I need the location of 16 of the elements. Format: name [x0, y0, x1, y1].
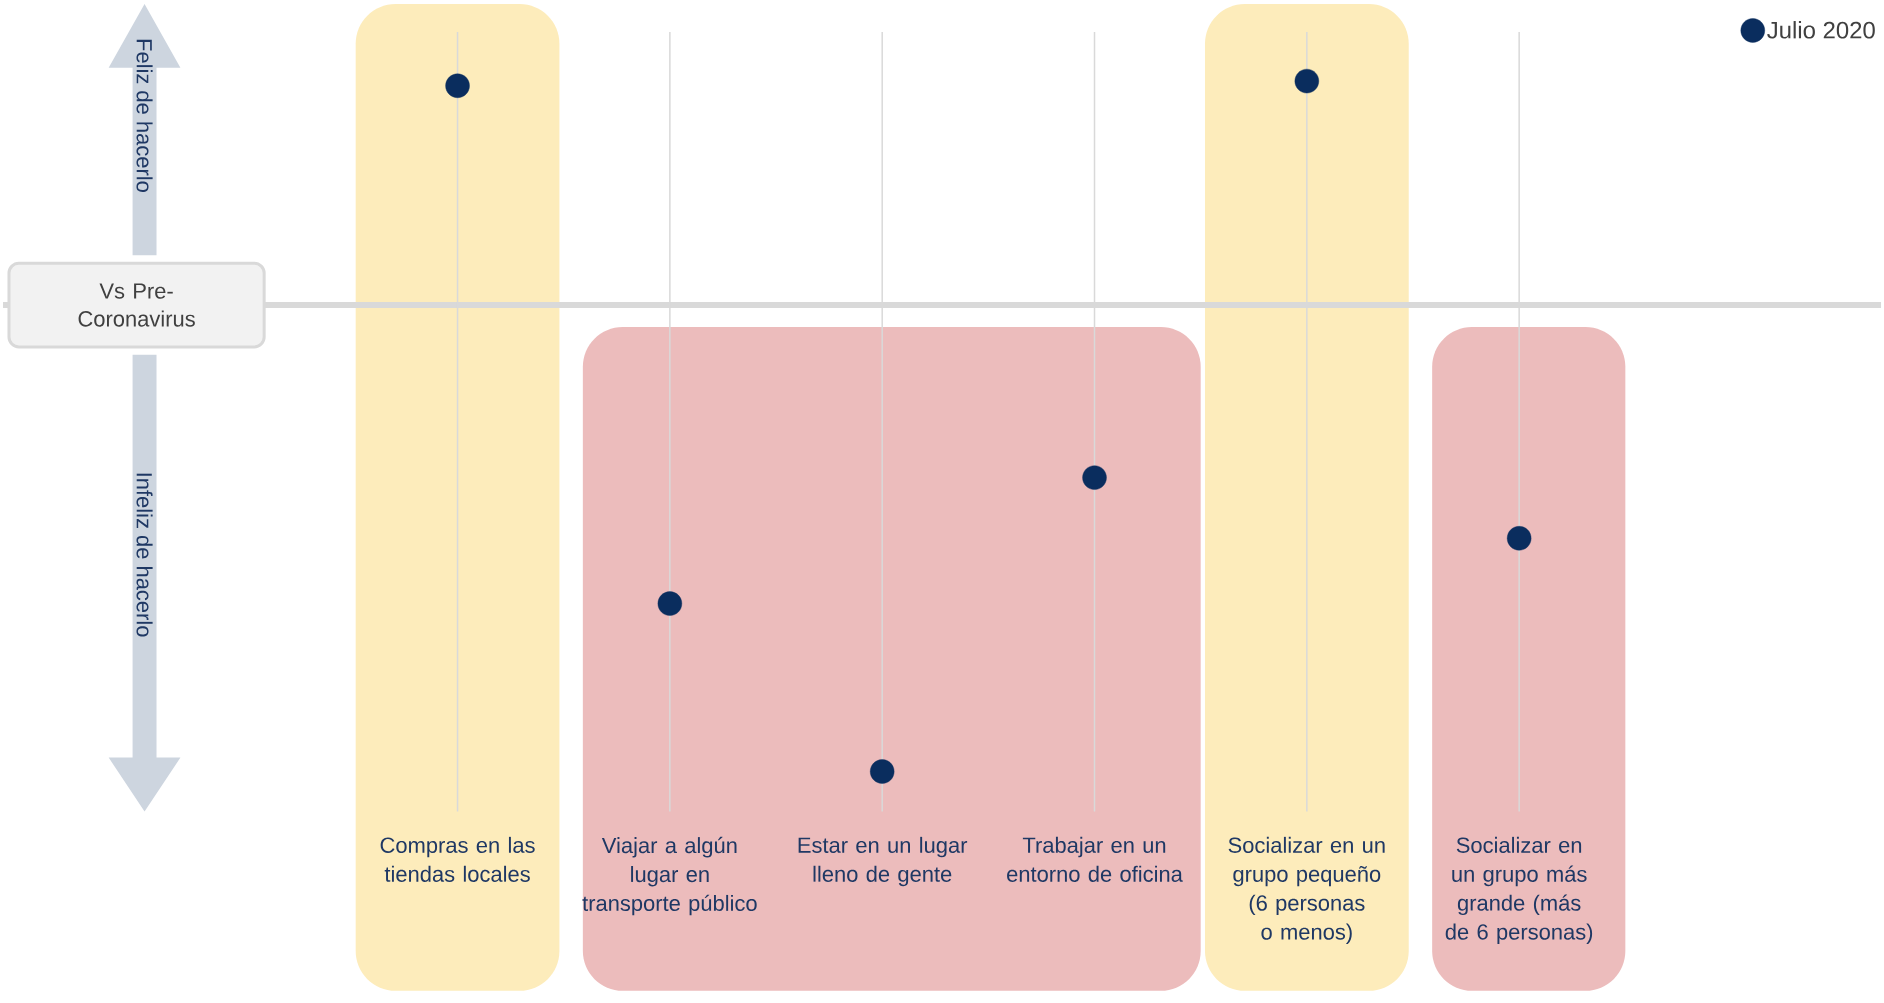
x-tick-label: Viajar a algún lugar en transporte público: [582, 836, 757, 916]
x-tick-label: Trabajar en un entorno de oficina: [1007, 836, 1183, 882]
point: [657, 591, 683, 616]
text: Feliz de hacerlo: [136, 39, 153, 192]
point: [1507, 526, 1532, 551]
text: Infeliz de hacerlo: [136, 473, 153, 637]
ref-line-label: Vs Pre-Coronavirus: [78, 283, 195, 327]
x-tick-label: Estar en un lugar lleno de gente: [798, 836, 968, 887]
x-tick-label: Compras en las tiendas locales: [380, 836, 535, 882]
point: [870, 759, 895, 784]
x-tick-label: Socializar en un grupo pequeño (6 personas o menos): [1228, 836, 1385, 945]
point: [445, 73, 470, 99]
x-tick-label: Socializar en un grupo más grande (más de 6 personas): [1445, 836, 1593, 945]
point: [1082, 465, 1107, 490]
point: [1294, 69, 1319, 94]
legend-label: Julio 2020: [1767, 21, 1875, 39]
